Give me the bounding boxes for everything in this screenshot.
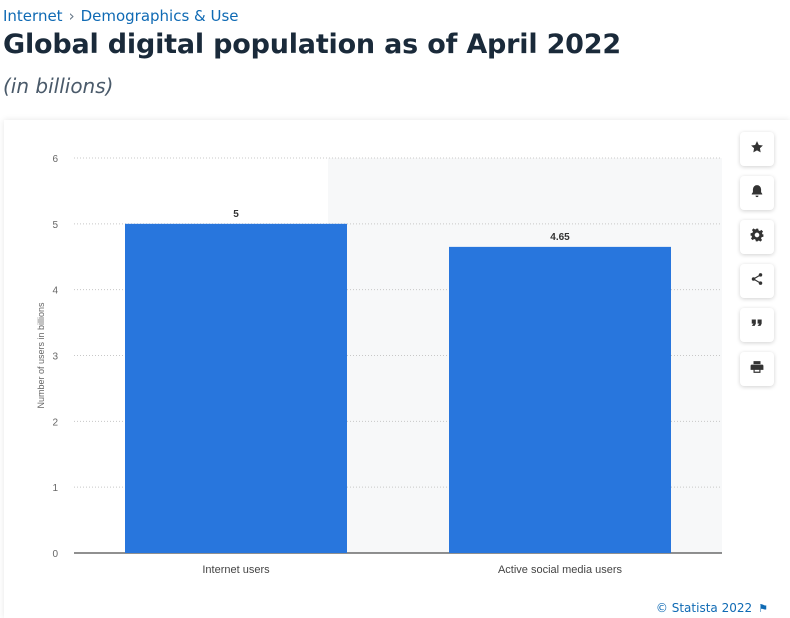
bell-icon	[750, 184, 764, 203]
y-axis-label: Number of users in billions	[36, 302, 46, 409]
star-icon	[750, 140, 764, 159]
data-label: 4.65	[550, 232, 570, 243]
x-tick-label: Internet users	[202, 564, 270, 576]
bar-1	[449, 246, 671, 553]
bar-0	[125, 223, 347, 553]
page-subtitle: (in billions)	[3, 74, 114, 98]
print-icon	[750, 360, 764, 379]
flag-icon: ⚑	[758, 602, 768, 615]
y-tick-label: 4	[52, 286, 58, 297]
y-tick-label: 1	[52, 483, 58, 494]
print-button[interactable]	[740, 352, 774, 386]
cite-button[interactable]	[740, 308, 774, 342]
breadcrumb-item-internet[interactable]: Internet	[3, 7, 63, 25]
bar-chart: 0 1 2 3 4 5 6 Number of users in billions 5 Inter…	[36, 154, 722, 576]
data-label: 5	[233, 209, 239, 220]
y-tick-label: 5	[52, 220, 58, 231]
x-tick-label: Active social media users	[498, 564, 623, 576]
quote-icon	[750, 316, 764, 335]
settings-button[interactable]	[740, 220, 774, 254]
chart-card: 0 1 2 3 4 5 6 Number of users in billions 5 Inter…	[4, 120, 790, 618]
copyright-link[interactable]: © Statista 2022 ⚑	[656, 601, 768, 615]
gear-icon	[750, 227, 764, 247]
chart-toolbar	[740, 132, 776, 396]
breadcrumb-item-demographics[interactable]: Demographics & Use	[80, 7, 239, 25]
share-button[interactable]	[740, 264, 774, 298]
copyright-text: © Statista 2022	[655, 601, 753, 615]
y-tick-label: 0	[52, 549, 58, 560]
breadcrumb-separator: ›	[68, 7, 75, 25]
page-title: Global digital population as of April 20…	[3, 29, 621, 60]
favorite-button[interactable]	[740, 132, 774, 166]
notification-button[interactable]	[740, 176, 774, 210]
share-icon	[750, 272, 764, 291]
breadcrumb: Internet › Demographics & Use	[3, 7, 239, 25]
y-tick-label: 2	[52, 417, 58, 428]
y-tick-label: 6	[52, 154, 58, 165]
y-tick-label: 3	[52, 352, 58, 363]
